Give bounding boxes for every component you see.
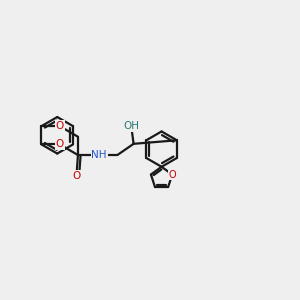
- Text: O: O: [168, 169, 176, 179]
- Text: O: O: [56, 140, 64, 149]
- Text: O: O: [72, 171, 81, 181]
- Text: NH: NH: [92, 150, 107, 160]
- Text: OH: OH: [123, 121, 139, 131]
- Text: O: O: [56, 121, 64, 131]
